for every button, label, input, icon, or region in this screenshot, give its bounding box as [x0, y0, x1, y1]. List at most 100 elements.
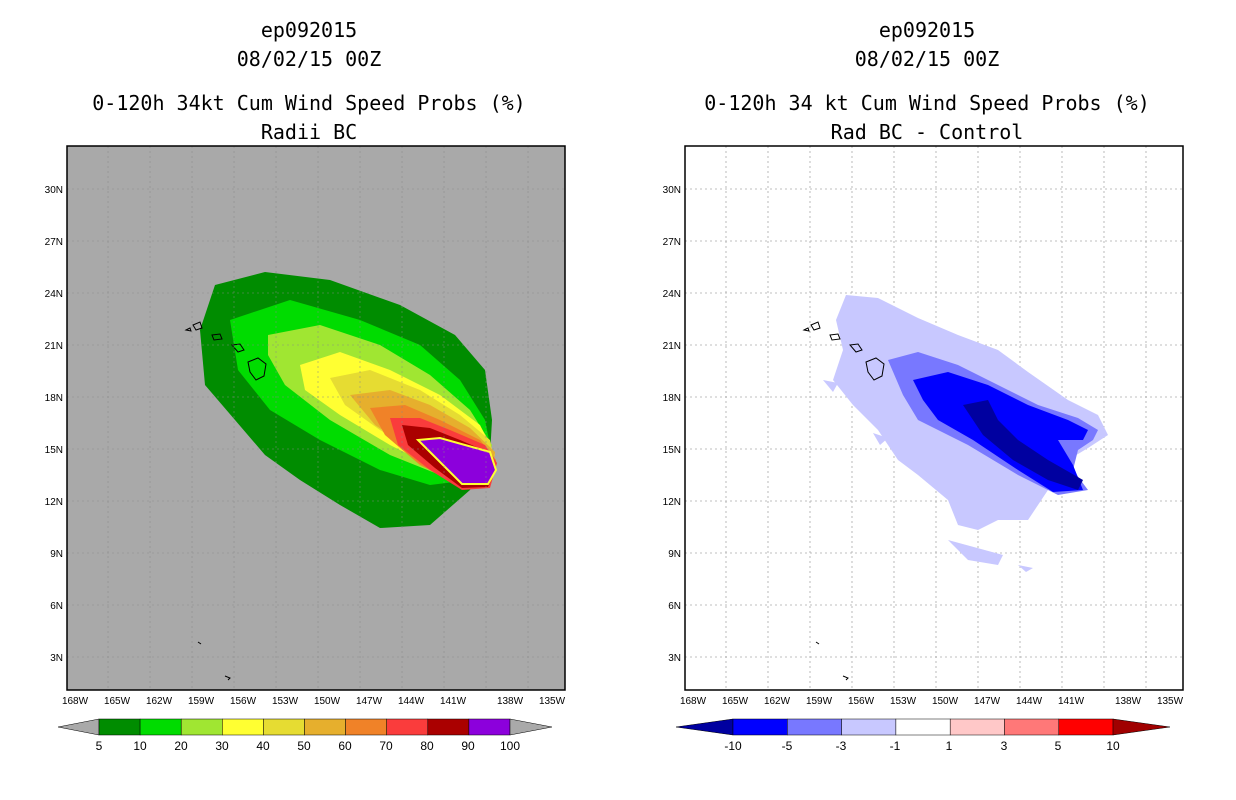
right-coastlines	[802, 321, 885, 681]
right-colorbar-swatch	[1004, 718, 1060, 736]
x-tick-label: 150W	[932, 696, 959, 707]
x-tick-label: 141W	[1058, 696, 1085, 707]
right-colorbar-swatch	[787, 718, 842, 736]
x-tick-label: 156W	[848, 696, 875, 707]
x-tick-label: 162W	[764, 696, 791, 707]
x-tick-label: 135W	[1157, 696, 1184, 707]
left-colorbar-swatch	[386, 718, 429, 736]
y-tick-label: 21N	[45, 341, 63, 352]
right-colorbar-label: 10	[1106, 739, 1120, 753]
left-colorbar-swatch	[345, 718, 387, 736]
x-tick-label: 159W	[806, 696, 833, 707]
left-colorbar-label: 70	[379, 739, 393, 753]
left-title: 0-120h 34kt Cum Wind Speed Probs (%)	[92, 91, 526, 115]
left-colorbar-label: 40	[256, 739, 270, 753]
left-colorbar-swatch	[427, 718, 470, 736]
right-colorbar-label: 5	[1055, 739, 1062, 753]
y-tick-label: 30N	[663, 185, 681, 196]
x-tick-label: 144W	[398, 696, 425, 707]
left-date: 08/02/15 00Z	[236, 47, 382, 71]
y-tick-label: 21N	[663, 341, 681, 352]
x-tick-label: 153W	[272, 696, 299, 707]
y-tick-label: 18N	[45, 393, 63, 404]
left-colorbar	[98, 718, 511, 736]
right-storm-id: ep092015	[878, 18, 976, 42]
y-tick-label: 6N	[668, 601, 681, 612]
right-title: 0-120h 34 kt Cum Wind Speed Probs (%)	[704, 91, 1150, 115]
x-tick-label: 138W	[497, 696, 524, 707]
x-tick-label: 144W	[1016, 696, 1043, 707]
left-colorbar-label: 20	[174, 739, 188, 753]
right-map: 30N 27N 24N 21N 18N 15N 12N 9N 6N 3N 168…	[663, 145, 1184, 753]
left-colorbar-low-arrow	[57, 718, 100, 736]
right-subtitle: Rad BC - Control	[830, 120, 1024, 144]
x-tick-label: 147W	[974, 696, 1001, 707]
x-tick-label: 153W	[890, 696, 917, 707]
left-colorbar-label: 50	[297, 739, 311, 753]
right-colorbar-label: -1	[890, 739, 901, 753]
x-tick-label: 159W	[188, 696, 215, 707]
y-tick-label: 3N	[668, 653, 681, 664]
x-tick-label: 168W	[680, 696, 707, 707]
y-tick-label: 15N	[45, 445, 63, 456]
x-tick-label: 141W	[440, 696, 467, 707]
left-map: 30N 27N 24N 21N 18N 15N 12N 9N 6N 3N 168…	[45, 145, 566, 753]
left-colorbar-swatch	[139, 718, 182, 736]
right-colorbar-label: 3	[1001, 739, 1008, 753]
right-colorbar-low-arrow	[675, 718, 734, 736]
right-colorbar-swatch	[1058, 718, 1114, 736]
y-tick-label: 15N	[663, 445, 681, 456]
left-colorbar-swatch	[222, 718, 264, 736]
left-colorbar-label: 100	[500, 739, 520, 753]
right-diff-contours	[823, 295, 1108, 572]
y-tick-label: 30N	[45, 185, 63, 196]
y-tick-label: 24N	[663, 289, 681, 300]
left-colorbar-swatch	[98, 718, 141, 736]
left-colorbar-label: 5	[96, 739, 103, 753]
left-colorbar-label: 80	[420, 739, 434, 753]
left-colorbar-label: 60	[338, 739, 352, 753]
left-colorbar-high-arrow	[509, 718, 553, 736]
left-coastlines	[184, 321, 267, 681]
x-tick-label: 165W	[104, 696, 131, 707]
left-colorbar-label: 10	[133, 739, 147, 753]
right-colorbar-swatch	[895, 718, 951, 736]
x-tick-label: 135W	[539, 696, 566, 707]
right-map-frame	[684, 145, 1184, 691]
x-tick-label: 147W	[356, 696, 383, 707]
y-tick-label: 12N	[663, 497, 681, 508]
left-prob-contours	[200, 272, 498, 528]
right-colorbar-swatch	[732, 718, 788, 736]
left-colorbar-swatch	[180, 718, 223, 736]
left-colorbar-swatch	[468, 718, 511, 736]
left-subtitle: Radii BC	[260, 120, 358, 144]
right-date: 08/02/15 00Z	[854, 47, 1000, 71]
x-tick-label: 156W	[230, 696, 257, 707]
x-tick-label: 168W	[62, 696, 89, 707]
left-colorbar-label: 90	[461, 739, 475, 753]
left-map-frame	[66, 145, 566, 691]
right-colorbar-swatch	[949, 718, 1005, 736]
y-tick-label: 24N	[45, 289, 63, 300]
y-tick-label: 6N	[50, 601, 63, 612]
x-tick-label: 150W	[314, 696, 341, 707]
y-tick-label: 3N	[50, 653, 63, 664]
left-colorbar-swatch	[263, 718, 305, 736]
left-colorbar-swatch	[304, 718, 346, 736]
left-colorbar-label: 30	[215, 739, 229, 753]
right-colorbar-high-arrow	[1112, 718, 1171, 736]
right-colorbar-label: 1	[946, 739, 953, 753]
right-colorbar-label: -10	[724, 739, 742, 753]
left-storm-id: ep092015	[260, 18, 358, 42]
x-tick-label: 162W	[146, 696, 173, 707]
right-colorbar	[732, 718, 1114, 736]
right-colorbar-label: -5	[782, 739, 793, 753]
y-tick-label: 27N	[45, 237, 63, 248]
y-tick-label: 9N	[50, 549, 63, 560]
y-tick-label: 12N	[45, 497, 63, 508]
x-tick-label: 138W	[1115, 696, 1142, 707]
y-tick-label: 27N	[663, 237, 681, 248]
y-tick-label: 18N	[663, 393, 681, 404]
y-tick-label: 9N	[668, 549, 681, 560]
x-tick-label: 165W	[722, 696, 749, 707]
